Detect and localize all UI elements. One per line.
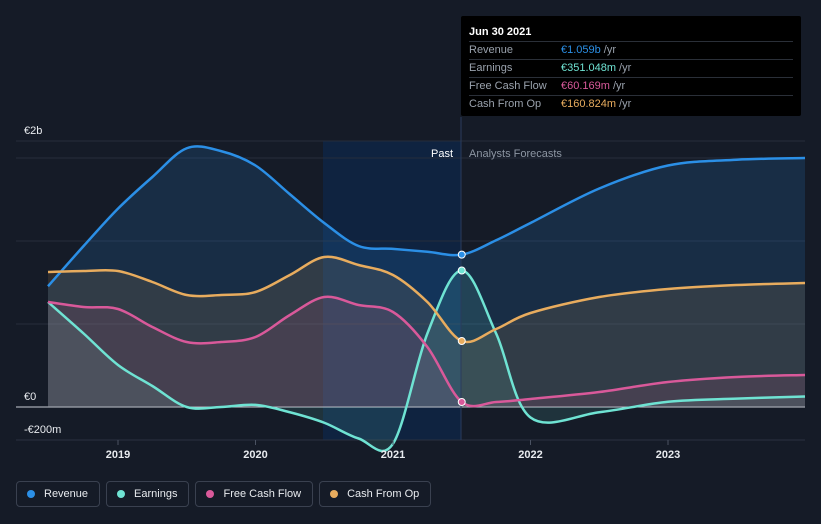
tooltip-date: Jun 30 2021	[469, 26, 532, 38]
line-free-cash-flow	[47, 295, 806, 408]
past-shade	[323, 141, 461, 440]
tooltip: Jun 30 2021 Revenue €1.059b /yr Earnings…	[461, 16, 801, 116]
tooltip-value: €351.048m	[561, 62, 617, 74]
legend-item-revenue[interactable]: Revenue	[16, 481, 101, 507]
legend-item-cash-from-op[interactable]: Cash From Op	[319, 481, 432, 507]
legend-dot-icon	[206, 490, 215, 498]
x-tick-label: 2023	[656, 449, 680, 461]
legend-item-earnings[interactable]: Earnings	[106, 481, 190, 507]
tooltip-label: Free Cash Flow	[469, 80, 547, 92]
tooltip-value: €1.059b	[561, 44, 601, 56]
legend-label: Free Cash Flow	[223, 488, 302, 500]
legend-label: Earnings	[134, 488, 178, 500]
marker-revenue	[457, 250, 466, 259]
past-label: Past	[431, 148, 453, 160]
line-earnings	[47, 269, 806, 453]
tooltip-unit: /yr	[603, 44, 616, 56]
marker-earnings	[457, 266, 466, 275]
legend-item-free-cash-flow[interactable]: Free Cash Flow	[195, 481, 314, 507]
tooltip-row-cfo: Cash From Op €160.824m /yr	[469, 95, 793, 112]
legend-dot-icon	[330, 490, 339, 498]
marker-cash-from-op	[457, 337, 466, 345]
line-cash-from-op	[47, 255, 806, 344]
tooltip-unit: /yr	[619, 62, 632, 74]
tooltip-label: Revenue	[469, 44, 514, 56]
x-tick-label: 2022	[518, 449, 542, 461]
x-tick-label: 2020	[243, 449, 267, 461]
area-cash-from-op	[48, 256, 805, 407]
tooltip-label: Earnings	[469, 62, 513, 74]
forecast-label: Analysts Forecasts	[469, 148, 562, 160]
y-label-top: €2b	[24, 125, 42, 137]
tooltip-unit: /yr	[612, 80, 626, 92]
tooltip-row-earnings: Earnings €351.048m /yr	[469, 59, 793, 76]
tooltip-row-revenue: Revenue €1.059b /yr	[469, 41, 793, 58]
tooltip-value: €60.169m	[561, 80, 610, 92]
y-label-zero: €0	[24, 391, 36, 403]
x-tick-label: 2019	[106, 449, 130, 461]
legend: Revenue Earnings Free Cash Flow Cash Fro…	[16, 481, 432, 507]
x-axis-ticks: 2019 2020 2021 2022 2023	[106, 440, 680, 461]
legend-label: Cash From Op	[347, 488, 420, 500]
tooltip-unit: /yr	[619, 98, 632, 110]
tooltip-row-fcf: Free Cash Flow €60.169m /yr	[469, 77, 793, 94]
legend-label: Revenue	[44, 488, 89, 500]
area-free-cash-flow	[48, 296, 805, 407]
legend-dot-icon	[27, 490, 35, 498]
tooltip-value: €160.824m	[561, 98, 617, 110]
line-revenue	[47, 145, 806, 288]
series-lines	[47, 145, 806, 453]
tooltip-label: Cash From Op	[469, 98, 542, 110]
marker-free-cash-flow	[457, 398, 466, 406]
x-tick-label: 2021	[381, 449, 405, 461]
y-label-bottom: -€200m	[24, 424, 61, 436]
legend-dot-icon	[117, 490, 126, 498]
highlight-markers	[457, 250, 466, 406]
